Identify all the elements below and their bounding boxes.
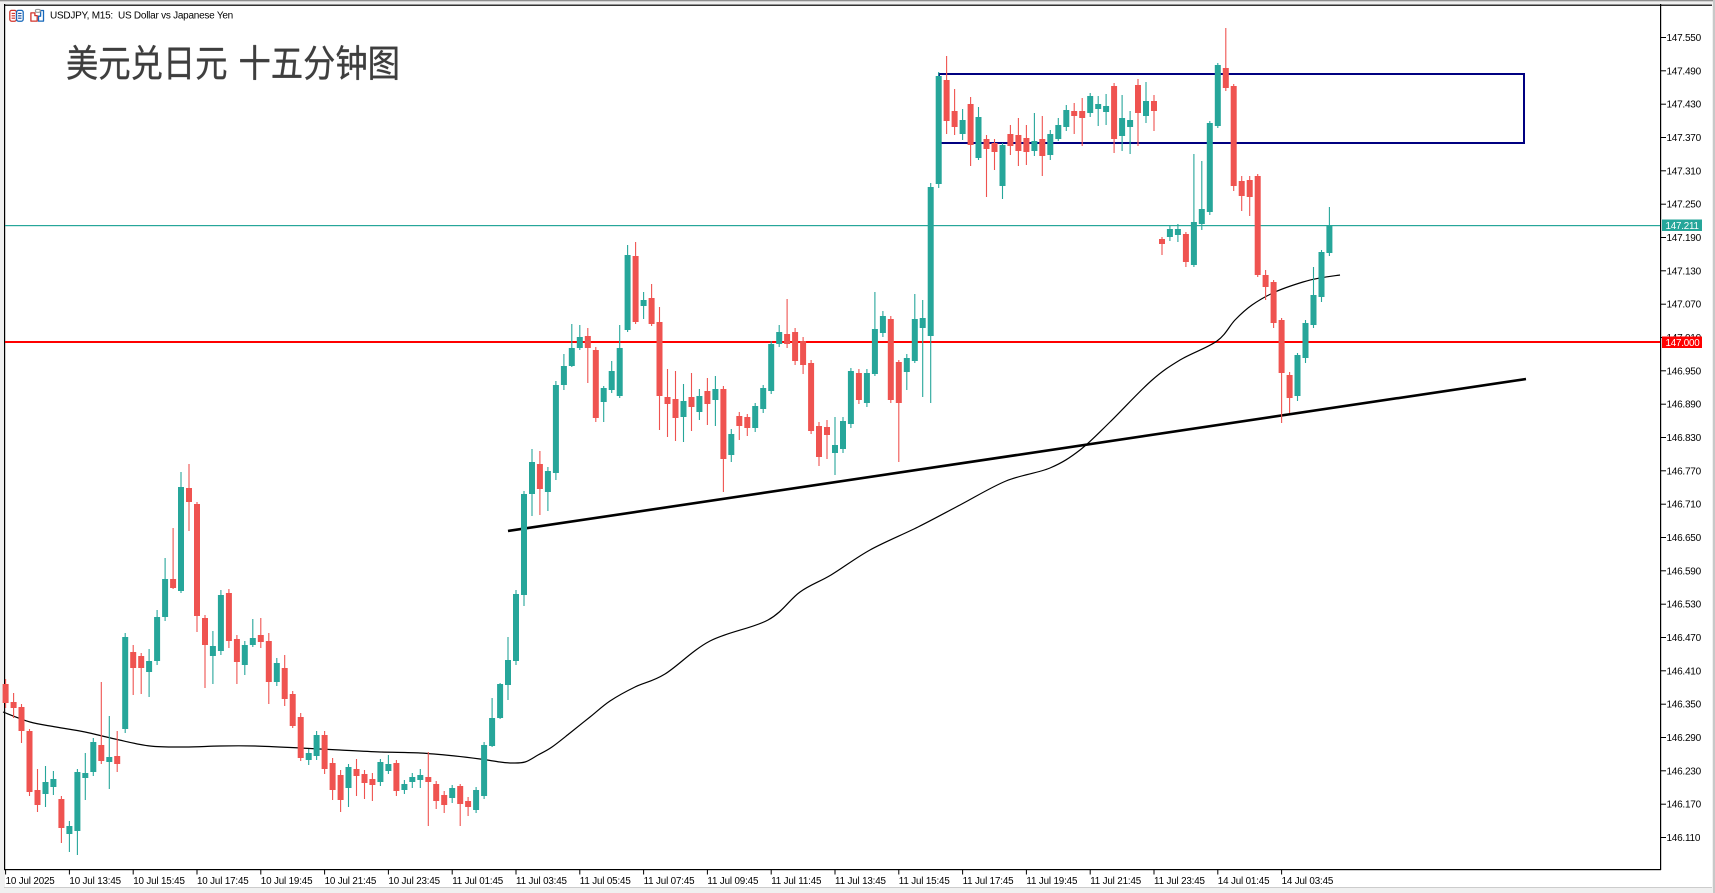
- svg-text:146.410: 146.410: [1667, 666, 1702, 677]
- svg-text:147.430: 147.430: [1667, 100, 1702, 111]
- svg-text:147.000: 147.000: [1666, 338, 1701, 349]
- svg-text:10 Jul 15:45: 10 Jul 15:45: [133, 876, 185, 887]
- svg-text:147.310: 147.310: [1667, 166, 1702, 177]
- svg-text:146.230: 146.230: [1667, 766, 1702, 777]
- svg-text:147.130: 147.130: [1667, 266, 1702, 277]
- svg-text:11 Jul 03:45: 11 Jul 03:45: [516, 876, 568, 887]
- svg-text:10 Jul 19:45: 10 Jul 19:45: [261, 876, 313, 887]
- svg-text:11 Jul 19:45: 11 Jul 19:45: [1026, 876, 1078, 887]
- svg-text:USDJPY, M15: US Dollar vs Jap: USDJPY, M15: US Dollar vs Japanese Yen: [50, 11, 233, 22]
- svg-text:146.890: 146.890: [1667, 400, 1702, 411]
- svg-text:146.470: 146.470: [1667, 633, 1702, 644]
- svg-text:146.710: 146.710: [1667, 500, 1702, 511]
- svg-text:146.770: 146.770: [1667, 466, 1702, 477]
- svg-text:10 Jul 2025: 10 Jul 2025: [6, 876, 56, 887]
- svg-text:10 Jul 23:45: 10 Jul 23:45: [388, 876, 440, 887]
- svg-text:14 Jul 01:45: 14 Jul 01:45: [1218, 876, 1270, 887]
- svg-text:146.950: 146.950: [1667, 366, 1702, 377]
- svg-text:147.490: 147.490: [1667, 66, 1702, 77]
- svg-text:11 Jul 05:45: 11 Jul 05:45: [580, 876, 632, 887]
- svg-text:11 Jul 09:45: 11 Jul 09:45: [707, 876, 759, 887]
- svg-text:11 Jul 17:45: 11 Jul 17:45: [963, 876, 1015, 887]
- svg-text:11 Jul 23:45: 11 Jul 23:45: [1154, 876, 1206, 887]
- svg-text:146.830: 146.830: [1667, 433, 1702, 444]
- svg-text:147.070: 147.070: [1667, 300, 1702, 311]
- svg-text:10 Jul 17:45: 10 Jul 17:45: [197, 876, 249, 887]
- svg-text:146.650: 146.650: [1667, 533, 1702, 544]
- svg-text:11 Jul 15:45: 11 Jul 15:45: [899, 876, 951, 887]
- svg-text:146.530: 146.530: [1667, 600, 1702, 611]
- svg-text:147.211: 147.211: [1666, 221, 1699, 232]
- svg-text:10 Jul 13:45: 10 Jul 13:45: [69, 876, 121, 887]
- svg-text:147.550: 147.550: [1667, 33, 1702, 44]
- svg-text:146.170: 146.170: [1667, 800, 1702, 811]
- svg-text:147.370: 147.370: [1667, 133, 1702, 144]
- svg-text:11 Jul 11:45: 11 Jul 11:45: [771, 876, 822, 887]
- svg-text:146.290: 146.290: [1667, 733, 1702, 744]
- svg-text:146.110: 146.110: [1667, 833, 1701, 844]
- svg-text:11 Jul 01:45: 11 Jul 01:45: [452, 876, 504, 887]
- svg-text:11 Jul 13:45: 11 Jul 13:45: [835, 876, 887, 887]
- svg-text:11 Jul 07:45: 11 Jul 07:45: [644, 876, 696, 887]
- svg-text:11 Jul 21:45: 11 Jul 21:45: [1090, 876, 1142, 887]
- svg-text:10 Jul 21:45: 10 Jul 21:45: [325, 876, 377, 887]
- svg-text:14 Jul 03:45: 14 Jul 03:45: [1282, 876, 1334, 887]
- svg-text:146.350: 146.350: [1667, 700, 1702, 711]
- svg-text:147.190: 147.190: [1667, 233, 1702, 244]
- svg-text:147.250: 147.250: [1667, 200, 1702, 211]
- svg-text:146.590: 146.590: [1667, 566, 1702, 577]
